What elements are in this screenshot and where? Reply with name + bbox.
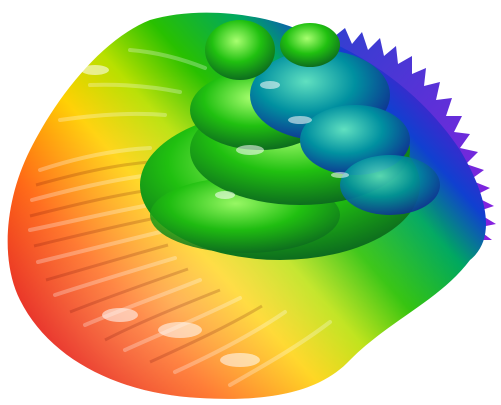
whorl [280, 23, 340, 67]
whorl [340, 155, 440, 215]
page: (() => { const data = JSON.parse(documen… [0, 0, 501, 405]
whorl [205, 20, 275, 80]
shell-render [0, 0, 501, 405]
